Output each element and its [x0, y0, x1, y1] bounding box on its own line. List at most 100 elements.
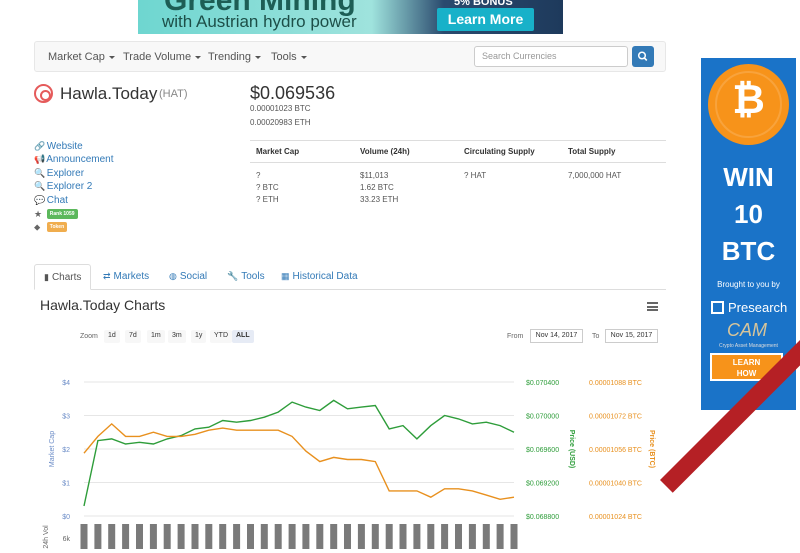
volume-usd: $11,013 [360, 171, 389, 180]
tab-social[interactable]: ◍ Social [160, 264, 216, 290]
price-usd: $0.069536 [250, 83, 336, 103]
zoom-1d-button[interactable]: 1d [104, 330, 120, 343]
volume-bar [427, 524, 435, 549]
exchange-icon: ⇄ [103, 271, 111, 281]
tag-icon: ⬥ [34, 222, 41, 232]
volume-bar [274, 524, 282, 549]
zoom-1y-button[interactable]: 1y [191, 330, 207, 343]
chart-title: Hawla.Today Charts [40, 297, 166, 313]
nav-trade-volume[interactable]: Trade Volume [123, 51, 202, 63]
btc-tick-label: 0.00001040 BTC [589, 481, 642, 488]
link-explorer-2-label: Explorer 2 [46, 181, 93, 192]
link-explorer-label: Explorer [46, 168, 85, 179]
volume-btc: 1.62 BTC [360, 183, 394, 192]
bullhorn-icon: 📢 [34, 154, 46, 164]
market-cap-axis-title: Market Cap [49, 431, 56, 467]
usd-tick-label: $0.070400 [526, 380, 559, 387]
nav-trending[interactable]: Trending [208, 51, 262, 63]
usd-price-line [83, 399, 515, 507]
tab-tools[interactable]: 🔧 Tools [218, 264, 274, 290]
volume-bar [260, 524, 268, 549]
zoom-1m-button[interactable]: 1m [147, 330, 165, 343]
tab-historical-data[interactable]: ▦ Historical Data [272, 264, 367, 290]
header-circulating-supply: Circulating Supply [464, 147, 535, 156]
nav-tools[interactable]: Tools [271, 51, 307, 63]
tab-charts-label: Charts [51, 272, 82, 283]
link-chat[interactable]: 💬 Chat [34, 195, 68, 206]
stats-header-border [250, 162, 666, 163]
btc-tick-label: 0.00001072 BTC [589, 414, 642, 421]
tab-charts[interactable]: ▮ Charts [34, 264, 92, 290]
link-explorer[interactable]: 🔍 Explorer [34, 168, 84, 179]
usd-tick-label: $0.069200 [526, 481, 559, 488]
market-cap-tick-label: $1 [62, 481, 70, 488]
side-banner-ad[interactable]: ₿ WIN 10 BTC Brought to you by Presearch… [701, 58, 796, 410]
star-icon: ★ [34, 209, 43, 219]
volume-bar [468, 524, 476, 549]
volume-bar [136, 524, 143, 549]
market-cap-tick-label: $4 [62, 380, 70, 387]
volume-bar [344, 524, 351, 549]
watermark-ribbon-text: VIETDESIGNER.NET [717, 468, 800, 553]
volume-bar [163, 524, 171, 549]
tab-markets-label: Markets [113, 271, 150, 282]
volume-bar [108, 524, 116, 549]
bar-chart-icon: ▮ [44, 272, 49, 282]
search-icon: 🔍 [34, 168, 46, 178]
volume-bar [288, 524, 296, 549]
bitcoin-logo-icon: ₿ [708, 64, 789, 145]
ad-learn-label: LEARN [732, 358, 761, 367]
banner-learn-more-button[interactable]: Learn More [437, 8, 534, 31]
zoom-7d-button[interactable]: 7d [125, 330, 141, 343]
zoom-3m-button[interactable]: 3m [168, 330, 186, 343]
btc-price-line [83, 422, 515, 501]
link-chat-label: Chat [46, 195, 68, 206]
caret-down-icon [195, 55, 202, 59]
volume-bar [482, 524, 490, 549]
price-chart[interactable]: $4 $0.070400 0.00001088 BTC $3 $0.070000 0.00… [34, 350, 666, 549]
volume-bar [94, 524, 102, 549]
ad-presearch: Presearch [711, 300, 787, 315]
nav-market-cap[interactable]: Market Cap [48, 51, 115, 63]
nav-trending-label: Trending [208, 51, 252, 63]
volume-bar [149, 524, 157, 549]
btc-tick-label: 0.00001056 BTC [589, 447, 642, 454]
link-website-label: Website [46, 141, 83, 152]
link-website[interactable]: 🔗 Website [34, 141, 83, 152]
market-cap-eth: ? ETH [256, 195, 279, 204]
ad-how-label: HOW [736, 369, 757, 378]
hamburger-menu-icon[interactable] [647, 302, 658, 311]
token-badge: Token [46, 222, 68, 233]
from-date-input[interactable]: Nov 14, 2017 [530, 329, 583, 343]
wrench-icon: 🔧 [227, 271, 239, 281]
circulating-supply-value: ? HAT [464, 171, 487, 180]
top-banner-ad[interactable]: Green Mining with Austrian hydro power 5… [138, 0, 563, 34]
tag-row: ⬥ Token [34, 222, 68, 233]
usd-tick-label: $0.068800 [526, 514, 559, 521]
nav-trade-volume-label: Trade Volume [123, 51, 192, 63]
ad-ten: 10 [734, 199, 763, 229]
tab-social-label: Social [179, 271, 208, 282]
banner-headline: Green Mining [164, 0, 356, 17]
search-button[interactable] [632, 46, 654, 67]
volume-bar [357, 524, 365, 549]
coin-symbol: (HAT) [159, 88, 188, 100]
to-date-input[interactable]: Nov 15, 2017 [605, 329, 658, 343]
coin-logo [34, 84, 53, 103]
rank-row: ★ Rank 1059 [34, 209, 78, 220]
btc-tick-label: 0.00001088 BTC [589, 380, 642, 387]
zoom-ytd-button[interactable]: YTD [210, 330, 232, 343]
search-input[interactable]: Search Currencies [474, 46, 628, 67]
volume-bar [233, 524, 241, 549]
link-explorer-2[interactable]: 🔍 Explorer 2 [34, 181, 92, 192]
nav-market-cap-label: Market Cap [48, 51, 105, 63]
volume-bar [455, 524, 462, 549]
zoom-all-button[interactable]: ALL [232, 330, 254, 343]
tab-markets[interactable]: ⇄ Markets [94, 264, 158, 290]
link-announcement[interactable]: 📢 Announcement [34, 154, 114, 165]
total-supply-value: 7,000,000 HAT [568, 171, 622, 180]
presearch-logo-icon [711, 301, 724, 314]
link-announcement-label: Announcement [46, 154, 114, 165]
link-icon: 🔗 [34, 141, 46, 151]
volume-bar [177, 524, 185, 549]
